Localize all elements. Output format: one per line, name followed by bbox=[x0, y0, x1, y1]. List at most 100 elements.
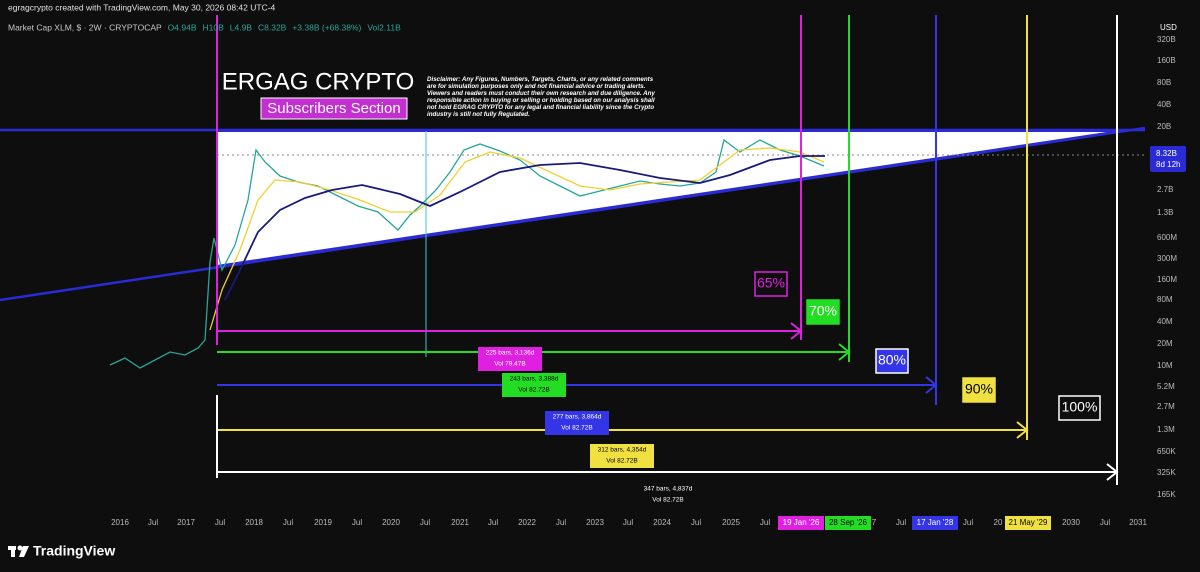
price-label: 160M bbox=[1157, 275, 1177, 284]
target-label: 90% bbox=[965, 381, 993, 397]
time-label: 19 Jan '26 bbox=[783, 518, 820, 527]
legend-value: +3.38B (+68.38%) bbox=[292, 22, 361, 32]
time-label: Jul bbox=[352, 518, 362, 527]
time-label: Jul bbox=[623, 518, 633, 527]
legend-symbol: Market Cap XLM, $ · 2W · CRYPTOCAP bbox=[8, 22, 162, 32]
measure-bars: 312 bars, 4,354d bbox=[598, 447, 647, 454]
overlay-subtitle: Subscribers Section bbox=[267, 100, 400, 117]
price-label: 20B bbox=[1157, 122, 1171, 131]
disclaimer: Disclaimer: Any Figures, Numbers, Target… bbox=[427, 76, 655, 118]
logo bbox=[8, 545, 29, 557]
time-label: Jul bbox=[1100, 518, 1110, 527]
price-label: 80M bbox=[1157, 295, 1173, 304]
measure-bars: 243 bars, 3,388d bbox=[510, 376, 559, 383]
arrow bbox=[217, 463, 1119, 481]
price-axis bbox=[1145, 15, 1200, 520]
time-label: Jul bbox=[420, 518, 430, 527]
byline: egragcrypto created with TradingView.com… bbox=[8, 2, 276, 12]
measure-box bbox=[545, 411, 609, 435]
time-label: 2025 bbox=[722, 518, 740, 527]
time-label: 2021 bbox=[451, 518, 469, 527]
time-label: 2031 bbox=[1129, 518, 1147, 527]
time-label: 2017 bbox=[177, 518, 195, 527]
time-label: Jul bbox=[215, 518, 225, 527]
price-label: 320B bbox=[1157, 35, 1176, 44]
price-label: 165K bbox=[1157, 490, 1176, 499]
brand: TradingView bbox=[33, 543, 115, 559]
time-label: Jul bbox=[283, 518, 293, 527]
target-box bbox=[806, 299, 840, 325]
target-box bbox=[962, 377, 996, 403]
price-label: 1.3M bbox=[1157, 425, 1175, 434]
target-box bbox=[875, 348, 909, 374]
date-marker bbox=[1005, 516, 1051, 530]
target-box bbox=[754, 271, 788, 297]
logo-mark bbox=[19, 546, 29, 557]
date-marker bbox=[912, 516, 958, 530]
time-label: 2030 bbox=[1062, 518, 1080, 527]
time-label: Jul bbox=[148, 518, 158, 527]
logo-mark bbox=[11, 546, 15, 557]
currency: USD bbox=[1160, 23, 1177, 32]
price-label: 650K bbox=[1157, 447, 1176, 456]
logo-mark bbox=[17, 545, 23, 551]
measure-box bbox=[502, 373, 566, 397]
measure-box bbox=[590, 444, 654, 468]
target-label: 100% bbox=[1062, 399, 1098, 415]
time-label: 21 May '29 bbox=[1009, 518, 1048, 527]
time-label: 17 Jan '28 bbox=[917, 518, 954, 527]
time-label: Jul bbox=[760, 518, 770, 527]
price-path bbox=[109, 138, 825, 369]
measure-volume: Vol 82.72B bbox=[518, 387, 549, 394]
measure-volume: Vol 79.47B bbox=[494, 361, 525, 368]
last-price: 8.32B bbox=[1156, 149, 1177, 158]
price-label: 80B bbox=[1157, 78, 1171, 87]
time-label: 28 Sep '26 bbox=[829, 518, 868, 527]
overlay-title: ERGAG CRYPTO bbox=[222, 68, 415, 95]
legend-value: C8.32B bbox=[258, 22, 287, 32]
long-moving-average bbox=[224, 155, 825, 301]
measure-volume: Vol 82.72B bbox=[606, 458, 637, 465]
measure-bars: 347 bars, 4,837d bbox=[644, 486, 693, 493]
time-label: 2024 bbox=[653, 518, 671, 527]
price-label: 2.7M bbox=[1157, 402, 1175, 411]
time-label: 2020 bbox=[382, 518, 400, 527]
legend-value: O4.94B bbox=[168, 22, 197, 32]
countdown: 8d 12h bbox=[1156, 160, 1180, 169]
subtitle-box bbox=[260, 97, 408, 120]
target-label: 80% bbox=[878, 352, 906, 368]
arrow bbox=[217, 421, 1029, 439]
price-label: 2.7B bbox=[1157, 185, 1173, 194]
measure-bars: 225 bars, 3,136d bbox=[486, 350, 535, 357]
date-marker bbox=[778, 516, 824, 530]
time-label: Jul bbox=[691, 518, 701, 527]
trend-line bbox=[0, 126, 1146, 302]
target-box bbox=[1058, 395, 1101, 421]
time-label: Jul bbox=[488, 518, 498, 527]
arrow bbox=[217, 376, 938, 394]
time-label: 2019 bbox=[314, 518, 332, 527]
date-marker bbox=[825, 516, 871, 530]
price-label: 1.3B bbox=[1157, 208, 1173, 217]
measure-volume: Vol 82.72B bbox=[561, 425, 592, 432]
time-label: Jul bbox=[963, 518, 973, 527]
measure-box bbox=[478, 347, 542, 371]
price-label: 600M bbox=[1157, 233, 1177, 242]
measure-bars: 277 bars, 3,864d bbox=[553, 414, 602, 421]
price-label: 160B bbox=[1157, 56, 1176, 65]
arrow bbox=[217, 322, 803, 340]
legend-value: L4.9B bbox=[230, 22, 253, 32]
short-moving-average bbox=[209, 147, 825, 331]
time-label: Jul bbox=[556, 518, 566, 527]
time-label: 2022 bbox=[518, 518, 536, 527]
price-label: 40M bbox=[1157, 317, 1173, 326]
target-label: 70% bbox=[809, 303, 837, 319]
price-label: 325K bbox=[1157, 468, 1176, 477]
price-label: 300M bbox=[1157, 254, 1177, 263]
price-label: 5.2M bbox=[1157, 382, 1175, 391]
time-label: 2018 bbox=[245, 518, 263, 527]
time-label: 20 bbox=[994, 518, 1003, 527]
